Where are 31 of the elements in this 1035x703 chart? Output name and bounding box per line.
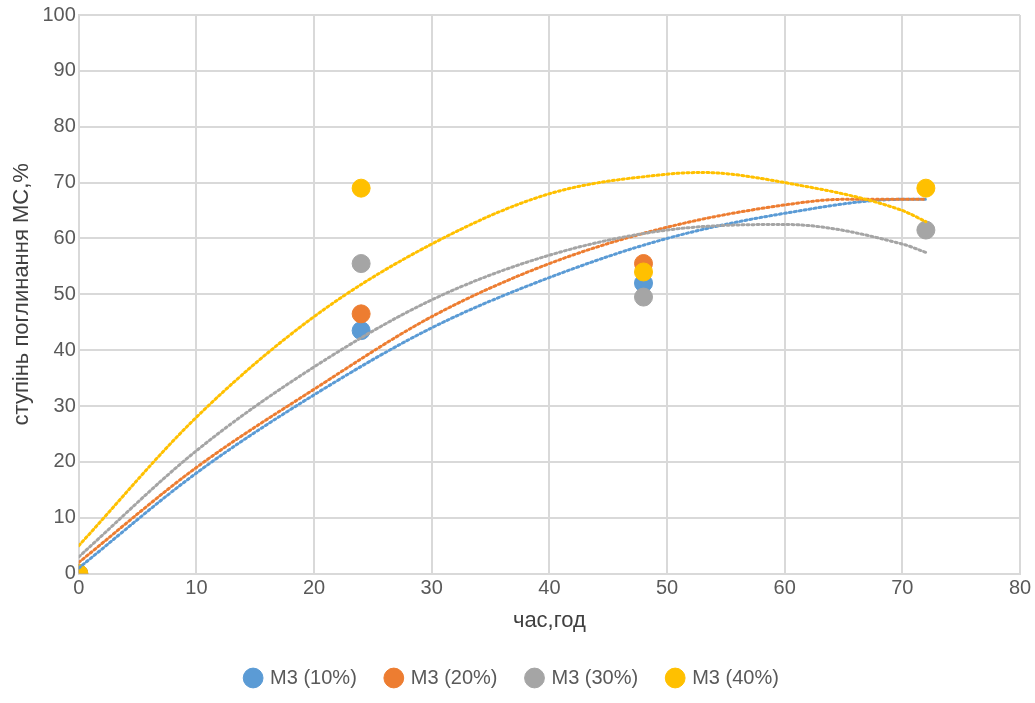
point [634, 262, 654, 282]
x-tick-label: 10 [185, 576, 208, 599]
point [351, 254, 371, 274]
legend-label: М3 (10%) [270, 665, 357, 688]
x-axis-title: час,год [512, 606, 587, 632]
legend-label: М3 (20%) [410, 665, 498, 688]
point [351, 178, 371, 198]
x-tick-label: 50 [655, 576, 679, 599]
y-axis-title: ступінь поглинання МС,% [8, 163, 34, 426]
x-tick-label: 80 [1008, 576, 1032, 599]
y-tick-label: 40 [53, 337, 76, 360]
point [634, 287, 654, 307]
point [916, 220, 936, 240]
y-tick-label: 80 [53, 114, 76, 137]
y-tick-label: 20 [53, 449, 76, 472]
y-tick-label: 50 [53, 281, 76, 304]
legend-label: М3 (40%) [692, 665, 779, 688]
y-tick-label: 10 [53, 505, 76, 528]
x-tick-label: 20 [302, 576, 326, 599]
x-tick-label: 60 [773, 576, 796, 599]
x-tick-label: 70 [891, 576, 914, 599]
y-tick-label: 60 [53, 225, 76, 248]
x-tick-label: 40 [538, 576, 561, 599]
point [351, 304, 371, 324]
y-tick-label: 70 [53, 170, 76, 193]
y-tick-label: 90 [53, 58, 76, 81]
x-tick-label: 30 [420, 576, 443, 599]
y-tick-label: 30 [53, 393, 76, 416]
legend-label: М3 (30%) [551, 665, 639, 688]
y-tick-label: 100 [42, 2, 76, 25]
point [916, 178, 936, 198]
